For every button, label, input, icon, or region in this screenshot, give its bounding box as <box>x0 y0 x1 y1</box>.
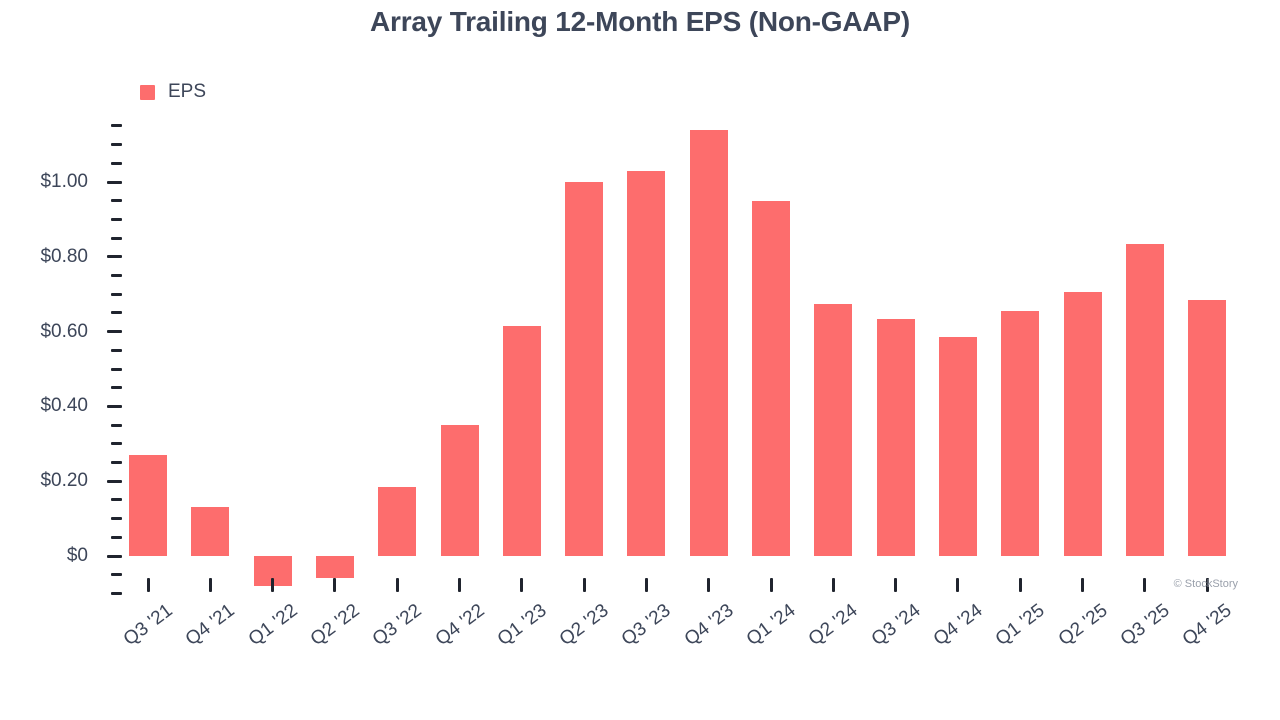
y-axis-major-tick <box>107 180 122 184</box>
x-axis-label: Q4 '25 <box>1178 600 1236 651</box>
y-axis-minor-tick <box>111 367 122 371</box>
bar[interactable] <box>502 325 541 556</box>
x-axis-tick <box>1205 578 1209 592</box>
x-axis-tick <box>831 578 835 592</box>
y-axis-minor-tick <box>111 311 122 315</box>
x-axis-label: Q3 '22 <box>368 600 426 651</box>
x-axis-tick <box>271 578 275 592</box>
legend-swatch-eps <box>140 84 155 100</box>
x-axis-tick <box>208 578 212 592</box>
x-axis-label: Q4 '21 <box>182 600 239 651</box>
chart-title: Array Trailing 12-Month EPS (Non-GAAP) <box>370 6 910 37</box>
y-axis-label: $0.40 <box>40 395 88 417</box>
x-axis-label: Q2 '24 <box>805 600 862 651</box>
y-axis-minor-tick <box>111 236 122 240</box>
y-axis-minor-tick <box>111 442 122 446</box>
y-axis-major-tick <box>107 255 122 259</box>
x-axis-label: Q2 '23 <box>555 600 613 651</box>
x-axis-tick <box>395 578 399 592</box>
bar[interactable] <box>1188 299 1227 556</box>
x-axis-label: Q4 '23 <box>680 600 738 651</box>
x-axis-label: Q1 '25 <box>991 600 1049 651</box>
y-axis-label: $0.60 <box>40 320 88 342</box>
bar[interactable] <box>1063 292 1102 556</box>
x-axis-tick <box>333 578 337 592</box>
y-axis-minor-tick <box>111 517 122 521</box>
x-axis-label: Q3 '25 <box>1116 600 1174 651</box>
y-axis-label: $0.20 <box>40 470 88 492</box>
y-axis-minor-tick <box>111 124 122 128</box>
y-axis-minor-tick <box>111 199 122 203</box>
x-axis-label: Q1 '23 <box>493 600 551 651</box>
y-axis-minor-tick <box>111 498 122 502</box>
x-axis-tick <box>1081 578 1084 592</box>
y-axis-minor-tick <box>111 386 122 390</box>
x-axis-tick <box>894 578 898 592</box>
y-axis-minor-tick <box>111 573 122 577</box>
bar[interactable] <box>1125 243 1164 556</box>
y-axis-major-tick <box>107 404 122 408</box>
x-axis-label: Q3 '23 <box>618 600 676 651</box>
watermark: © StockStory <box>1173 578 1238 590</box>
x-axis-tick <box>582 578 586 592</box>
x-axis-tick <box>644 578 648 592</box>
y-axis <box>98 0 122 720</box>
y-axis-label: $0 <box>66 545 88 566</box>
x-axis-label: Q3 '24 <box>867 600 925 651</box>
y-axis-minor-tick <box>111 292 122 296</box>
bar[interactable] <box>876 318 915 556</box>
y-axis-minor-tick <box>111 535 122 539</box>
bar[interactable] <box>378 486 417 556</box>
bar[interactable] <box>440 425 479 556</box>
y-axis-label: $0.80 <box>40 245 88 267</box>
y-axis-minor-tick <box>111 348 122 352</box>
bar[interactable] <box>689 129 728 556</box>
y-axis-major-tick <box>107 554 122 558</box>
y-axis-minor-tick <box>111 217 122 221</box>
y-axis-minor-tick <box>111 591 122 595</box>
x-axis-tick <box>769 578 773 592</box>
y-axis-minor-tick <box>111 161 122 165</box>
bar[interactable] <box>1001 311 1040 556</box>
y-axis-minor-tick <box>111 143 122 147</box>
bar[interactable] <box>627 170 666 556</box>
bar[interactable] <box>752 200 790 556</box>
y-axis-major-tick <box>107 330 122 334</box>
x-axis-label: Q4 '24 <box>929 600 987 651</box>
x-axis-label: Q2 '25 <box>1054 600 1112 651</box>
x-axis-tick <box>707 578 711 592</box>
x-axis-tick <box>1143 578 1147 592</box>
bar[interactable] <box>938 337 977 556</box>
bar[interactable] <box>814 303 853 556</box>
x-axis-label: Q3 '21 <box>119 600 177 651</box>
y-axis-minor-tick <box>111 461 122 464</box>
x-axis-tick <box>1018 578 1022 592</box>
y-axis-minor-tick <box>111 274 122 277</box>
chart-legend: EPS <box>140 81 206 103</box>
x-axis-label: Q1 '24 <box>742 600 800 651</box>
bar[interactable] <box>565 182 604 556</box>
y-axis-label: $1.00 <box>40 171 88 192</box>
x-axis-tick <box>458 578 461 592</box>
x-axis-tick <box>146 578 150 592</box>
y-axis-major-tick <box>107 479 122 483</box>
bar[interactable] <box>191 507 230 556</box>
x-axis-label: Q2 '22 <box>306 600 364 651</box>
x-axis-tick <box>956 578 960 592</box>
legend-label-eps: EPS <box>168 81 207 102</box>
bar[interactable] <box>315 556 354 579</box>
bar[interactable] <box>129 455 167 556</box>
x-axis-label: Q4 '22 <box>431 600 489 651</box>
x-axis-label: Q1 '22 <box>244 600 302 651</box>
x-axis-tick <box>520 578 524 592</box>
y-axis-minor-tick <box>111 423 122 427</box>
